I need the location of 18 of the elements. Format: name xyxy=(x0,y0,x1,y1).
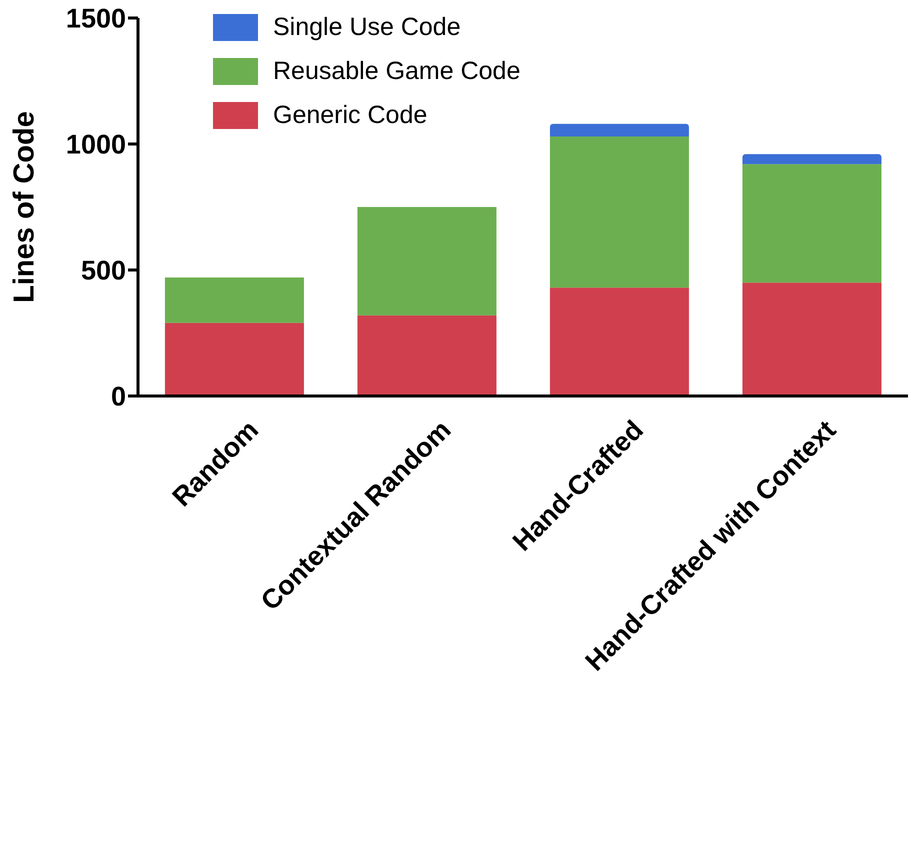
bar xyxy=(550,288,689,396)
bar xyxy=(742,154,882,164)
y-tick-label: 1500 xyxy=(66,4,126,34)
y-tick-label: 0 xyxy=(110,382,126,412)
legend-label: Reusable Game Code xyxy=(273,56,520,86)
bar xyxy=(357,315,496,396)
legend-label: Generic Code xyxy=(273,100,428,130)
bar xyxy=(164,278,304,323)
bar xyxy=(550,124,689,136)
y-axis-title: Lines of Code xyxy=(8,111,40,303)
bar xyxy=(742,282,882,396)
bar xyxy=(164,322,304,396)
bar xyxy=(742,164,882,283)
y-tick-label: 1000 xyxy=(66,130,126,160)
bar xyxy=(550,136,689,288)
y-tick-label: 500 xyxy=(80,256,126,286)
bar xyxy=(357,207,496,316)
legend-label: Single Use Code xyxy=(273,12,461,42)
